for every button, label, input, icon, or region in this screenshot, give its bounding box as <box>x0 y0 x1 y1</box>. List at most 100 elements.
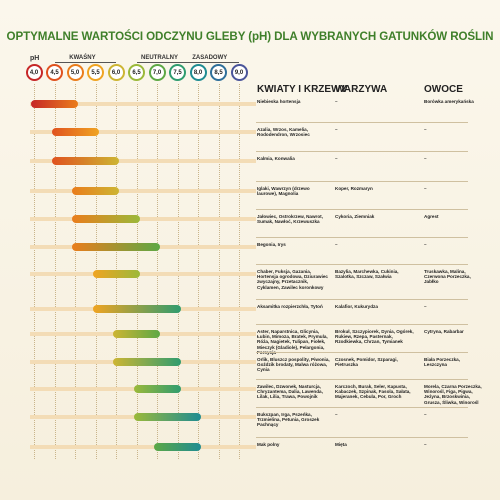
ph-gridline <box>75 84 76 459</box>
zone-bracket <box>54 62 116 63</box>
zone-label: NEUTRALNY <box>141 55 178 61</box>
cell-kwiaty: Begonia, Irys <box>257 242 286 247</box>
ph-range-bar <box>113 358 181 366</box>
ph-gridline <box>34 84 35 459</box>
cell-warzywa: Karczoch, Burak, Seler, Kapusta, Kabacze… <box>335 384 411 400</box>
zone-bracket <box>136 62 178 63</box>
cell-owoce: – <box>424 127 427 132</box>
cell-owoce: Agrest <box>424 214 439 219</box>
cell-warzywa: – <box>335 156 338 161</box>
ph-range-bar <box>31 100 78 108</box>
row-separator <box>256 209 468 210</box>
cell-warzywa: Brokuł, Szczypiorek, Dynia, Ogórek, Ruki… <box>335 329 414 345</box>
ph-range-bar <box>133 413 201 421</box>
ph-range-bar <box>92 270 140 278</box>
row-separator <box>256 299 468 300</box>
cell-warzywa: Cykoria, Ziemniak <box>335 214 375 219</box>
cell-kwiaty: Bukszpan, Irga, Pszeńka, Trzmielina, Pet… <box>257 412 320 428</box>
ph-gridline <box>54 84 56 459</box>
cell-owoce: – <box>424 442 427 447</box>
ph-scale-circle: 9,0 <box>230 64 248 81</box>
ph-scale-circle: 5,0 <box>66 64 84 81</box>
ph-label: pH <box>30 55 40 62</box>
cell-owoce: – <box>424 412 427 417</box>
cell-warzywa: Czosnek, Pomidor, Szparagi, Pietruszka <box>335 357 398 368</box>
ph-range-bar <box>113 330 160 338</box>
row-separator <box>256 181 468 182</box>
column-header-kwiaty: KWIATY I KRZEWY <box>257 84 348 95</box>
zone-bracket <box>177 62 239 63</box>
zone-label: ZASADOWY <box>192 55 228 61</box>
ph-scale-circle: 6,5 <box>128 64 145 81</box>
ph-range-bar <box>72 187 119 195</box>
cell-owoce: – <box>424 156 427 161</box>
ph-range-bar <box>154 443 201 451</box>
cell-owoce: Cytryna, Rabarbar <box>424 329 464 334</box>
column-header-owoce: OWOCE <box>424 84 463 95</box>
cell-kwiaty: Orlik, Bluszcz pospolity, Piwonia, Goźdz… <box>257 357 330 373</box>
row-separator <box>256 151 468 152</box>
cell-warzywa: Kalafior, Kukurydza <box>335 304 378 309</box>
cell-kwiaty: Niebieska hortensja <box>257 99 301 104</box>
ph-scale-circle: 4,0 <box>25 64 43 81</box>
ph-gridline <box>198 84 199 459</box>
ph-range-bar <box>51 157 119 165</box>
ph-scale-circle: 8,0 <box>189 64 207 81</box>
row-separator <box>256 352 468 353</box>
cell-warzywa: Mięta <box>335 442 347 447</box>
column-header-warzywa: WARZYWA <box>335 84 388 95</box>
cell-warzywa: – <box>335 242 338 247</box>
cell-kwiaty: Iglaki, Wawrzyn (drzewo laurowe), Magnol… <box>257 186 310 197</box>
row-separator <box>256 437 468 438</box>
cell-warzywa: Bazylia, Marchewka, Cukinia, Szalotka, S… <box>335 269 399 280</box>
cell-warzywa: – <box>335 412 338 417</box>
cell-kwiaty: Azalia, Wrzos, Kamelia, Rododendron, Wrz… <box>257 127 310 138</box>
row-track <box>30 159 256 163</box>
ph-gridline <box>239 84 240 459</box>
cell-owoce: Morela, Czarna Porzeczka, Winorośl, Figa… <box>424 384 482 405</box>
row-separator <box>256 264 468 265</box>
cell-owoce: Borówka amerykańska <box>424 99 474 104</box>
cell-kwiaty: Kalmia, Konwalia <box>257 156 295 161</box>
row-separator <box>256 379 468 380</box>
ph-scale-circle: 7,5 <box>169 64 186 81</box>
cell-owoce: Truskawka, Malina, Czerwona Porzeczka, J… <box>424 269 471 285</box>
ph-range-bar <box>72 215 140 223</box>
ph-range-bar <box>92 305 181 313</box>
cell-kwiaty: Jałowiec, Ostrokrzew, Nawrot, Sumak, Naw… <box>257 214 323 225</box>
cell-kwiaty: Mak polny <box>257 442 280 447</box>
ph-range-bar <box>72 243 160 251</box>
cell-kwiaty: Aksamitka rozpierzchła, Tytoń <box>257 304 323 309</box>
cell-owoce: Biała Porzeczka, Leszczyna <box>424 357 461 368</box>
ph-scale-circle: 8,5 <box>210 64 227 81</box>
ph-gridline <box>157 84 158 459</box>
cell-warzywa: – <box>335 127 338 132</box>
ph-range-bar <box>133 385 181 393</box>
ph-range-bar <box>51 128 99 136</box>
row-track <box>30 102 256 106</box>
cell-owoce: – <box>424 186 427 191</box>
row-track <box>30 272 256 276</box>
ph-scale-circle: 4,5 <box>46 64 63 81</box>
cell-warzywa: Koper, Rozmaryn <box>335 186 373 191</box>
cell-warzywa: – <box>335 99 338 104</box>
ph-scale-circle: 6,0 <box>107 64 125 81</box>
cell-owoce: – <box>424 304 427 309</box>
row-separator <box>256 122 468 123</box>
row-separator <box>256 237 468 238</box>
zone-label: KWAŚNY <box>69 55 96 61</box>
row-separator <box>256 324 468 325</box>
ph-scale-circle: 5,5 <box>87 64 104 81</box>
ph-gridline <box>177 84 179 459</box>
row-track <box>30 189 256 193</box>
row-track <box>30 445 256 449</box>
ph-scale-circle: 7,0 <box>148 64 166 81</box>
row-track <box>30 130 256 134</box>
chart-title: OPTYMALNE WARTOŚCI ODCZYNU GLEBY (pH) DL… <box>6 30 494 43</box>
cell-owoce: – <box>424 242 427 247</box>
cell-kwiaty: Zawilec, Dzwonek, Nasturcja, Chryzantema… <box>257 384 323 400</box>
row-track <box>30 217 256 221</box>
cell-kwiaty: Chaber, Fuksja, Gazania, Hortensja ogrod… <box>257 269 328 290</box>
row-separator <box>256 407 468 408</box>
ph-gridline <box>218 84 220 459</box>
